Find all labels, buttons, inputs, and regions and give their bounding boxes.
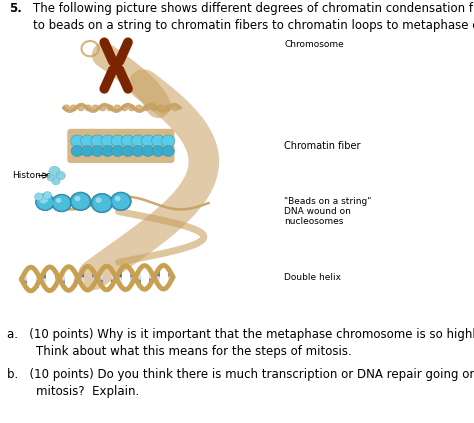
Text: Histones: Histones bbox=[12, 171, 51, 180]
Text: mitosis?  Explain.: mitosis? Explain. bbox=[36, 385, 139, 398]
Ellipse shape bbox=[100, 105, 106, 111]
Ellipse shape bbox=[107, 105, 113, 111]
Circle shape bbox=[47, 174, 55, 181]
Ellipse shape bbox=[78, 105, 84, 111]
FancyBboxPatch shape bbox=[67, 129, 174, 163]
Ellipse shape bbox=[136, 105, 142, 111]
Circle shape bbox=[37, 195, 53, 209]
Circle shape bbox=[74, 196, 81, 201]
Circle shape bbox=[91, 193, 113, 213]
Circle shape bbox=[111, 135, 124, 147]
Circle shape bbox=[132, 146, 144, 157]
Circle shape bbox=[39, 195, 48, 204]
Circle shape bbox=[115, 196, 121, 201]
Circle shape bbox=[92, 195, 111, 212]
Circle shape bbox=[72, 193, 90, 209]
Circle shape bbox=[39, 197, 45, 202]
Circle shape bbox=[71, 135, 84, 147]
Circle shape bbox=[121, 135, 135, 147]
Circle shape bbox=[52, 194, 72, 212]
Text: "Beads on a string"
DNA wound on
nucleosomes: "Beads on a string" DNA wound on nucleos… bbox=[284, 197, 372, 226]
Circle shape bbox=[122, 146, 134, 157]
Circle shape bbox=[56, 171, 65, 180]
Circle shape bbox=[56, 198, 62, 203]
Ellipse shape bbox=[143, 105, 149, 111]
Circle shape bbox=[43, 192, 52, 199]
Text: b.   (10 points) Do you think there is much transcription or DNA repair going on: b. (10 points) Do you think there is muc… bbox=[7, 368, 474, 381]
Text: Double helix: Double helix bbox=[284, 272, 341, 282]
Circle shape bbox=[52, 177, 60, 185]
Ellipse shape bbox=[173, 105, 178, 111]
Circle shape bbox=[35, 193, 43, 201]
Text: to beads on a string to chromatin fibers to chromatin loops to metaphase chromos: to beads on a string to chromatin fibers… bbox=[33, 19, 474, 32]
Circle shape bbox=[141, 135, 155, 147]
Circle shape bbox=[71, 146, 83, 157]
Ellipse shape bbox=[158, 105, 164, 111]
Circle shape bbox=[152, 135, 165, 147]
Text: Chromatin fiber: Chromatin fiber bbox=[284, 141, 361, 151]
Circle shape bbox=[110, 192, 131, 211]
Circle shape bbox=[91, 146, 104, 157]
Circle shape bbox=[81, 146, 93, 157]
Text: a.   (10 points) Why is it important that the metaphase chromosome is so highly : a. (10 points) Why is it important that … bbox=[7, 328, 474, 341]
Circle shape bbox=[36, 194, 55, 211]
Circle shape bbox=[142, 146, 154, 157]
Circle shape bbox=[49, 166, 60, 176]
Circle shape bbox=[101, 146, 114, 157]
Ellipse shape bbox=[63, 105, 69, 111]
Ellipse shape bbox=[151, 105, 156, 111]
Circle shape bbox=[96, 198, 102, 203]
Circle shape bbox=[91, 135, 104, 147]
Ellipse shape bbox=[129, 105, 135, 111]
Circle shape bbox=[112, 193, 130, 209]
Circle shape bbox=[162, 146, 174, 157]
Circle shape bbox=[111, 146, 124, 157]
Circle shape bbox=[162, 135, 175, 147]
Text: 5.: 5. bbox=[9, 2, 22, 15]
Ellipse shape bbox=[92, 105, 99, 111]
Circle shape bbox=[101, 135, 114, 147]
Circle shape bbox=[131, 135, 145, 147]
Text: The following picture shows different degrees of chromatin condensation from nak: The following picture shows different de… bbox=[33, 2, 474, 15]
Ellipse shape bbox=[165, 105, 171, 111]
Ellipse shape bbox=[114, 105, 120, 111]
Circle shape bbox=[81, 135, 94, 147]
Text: Think about what this means for the steps of mitosis.: Think about what this means for the step… bbox=[36, 345, 351, 358]
Text: Chromosome: Chromosome bbox=[284, 40, 344, 49]
Circle shape bbox=[70, 192, 91, 211]
Circle shape bbox=[152, 146, 164, 157]
Ellipse shape bbox=[121, 105, 128, 111]
Ellipse shape bbox=[85, 105, 91, 111]
Circle shape bbox=[53, 195, 70, 211]
Ellipse shape bbox=[71, 105, 77, 111]
